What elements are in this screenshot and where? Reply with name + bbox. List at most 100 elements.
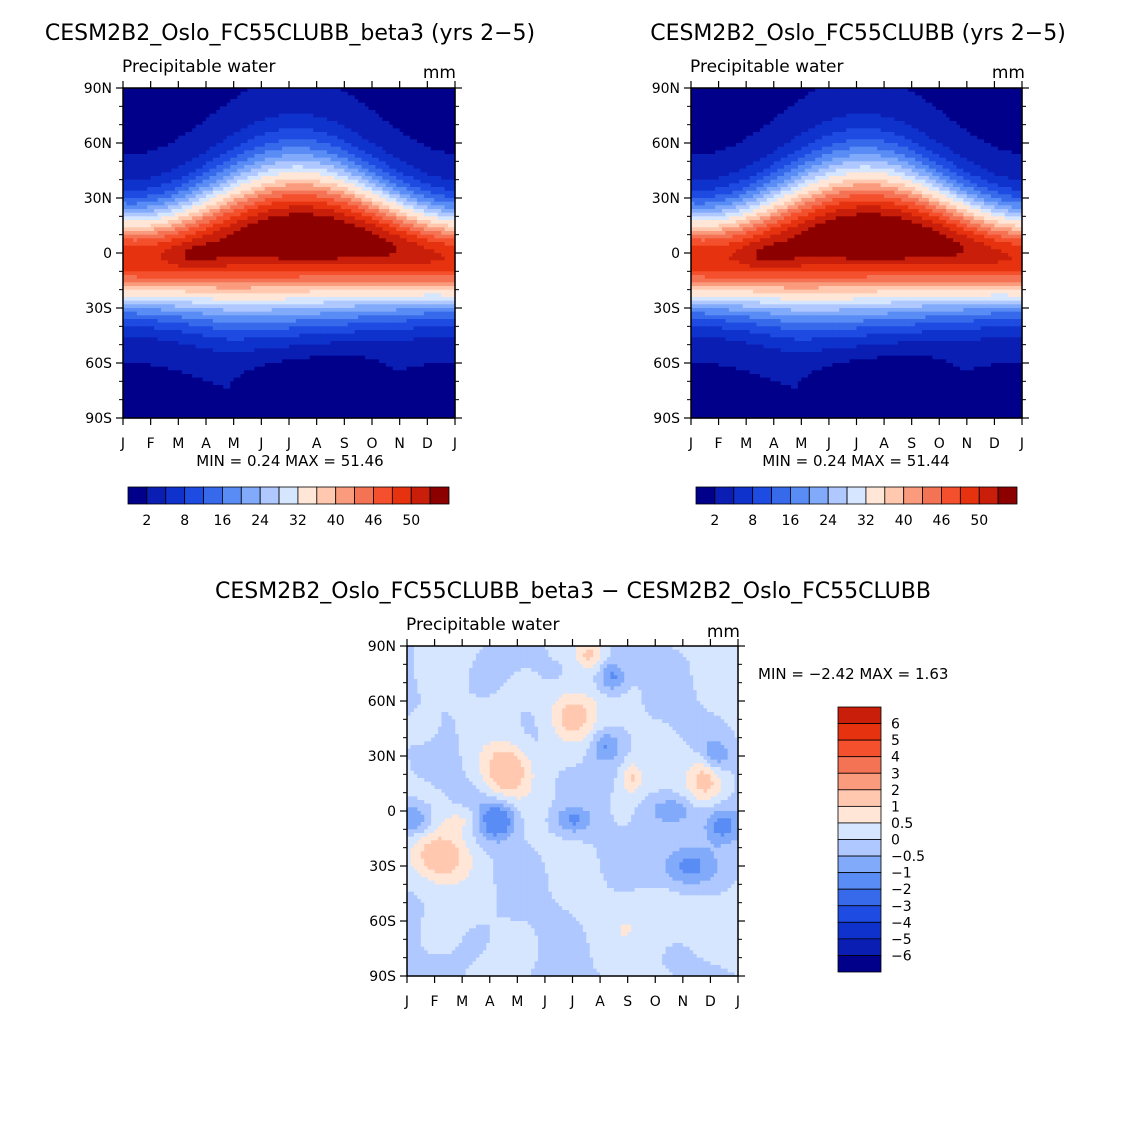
field-cell — [241, 139, 245, 143]
field-cell — [441, 106, 445, 110]
field-cell — [379, 117, 383, 121]
field-cell — [427, 106, 431, 110]
field-cell — [161, 121, 165, 125]
field-cell — [389, 136, 393, 140]
field-cell — [251, 99, 255, 103]
field-cell — [313, 106, 317, 110]
field-cell — [209, 103, 213, 107]
field-cell — [306, 103, 310, 107]
field-cell — [410, 110, 414, 114]
field-cell — [272, 132, 276, 136]
field-cell — [289, 132, 293, 136]
field-cell — [230, 114, 234, 118]
field-cell — [209, 114, 213, 118]
field-cell — [317, 103, 321, 107]
field-cell — [165, 114, 169, 118]
field-cell — [161, 114, 165, 118]
field-cell — [234, 125, 238, 129]
field-cell — [448, 99, 452, 103]
field-cell — [417, 132, 421, 136]
field-cell — [386, 121, 390, 125]
field-cell — [209, 128, 213, 132]
field-cell — [303, 139, 307, 143]
field-cell — [220, 121, 224, 125]
field-cell — [137, 132, 141, 136]
field-cell — [140, 99, 144, 103]
field-cell — [182, 128, 186, 132]
field-cell — [206, 106, 210, 110]
field-cell — [254, 110, 258, 114]
field-cell — [337, 128, 341, 132]
field-cell — [265, 103, 269, 107]
field-cell — [286, 139, 290, 143]
field-cell — [230, 139, 234, 143]
field-cell — [275, 95, 279, 99]
field-cell — [310, 117, 314, 121]
field-cell — [286, 121, 290, 125]
field-cell — [410, 139, 414, 143]
field-cell — [417, 143, 421, 147]
field-cell — [351, 121, 355, 125]
field-cell — [296, 103, 300, 107]
field-cell — [171, 143, 175, 147]
field-cell — [327, 128, 331, 132]
field-cell — [355, 114, 359, 118]
field-cell — [427, 103, 431, 107]
field-cell — [441, 128, 445, 132]
field-cell — [324, 95, 328, 99]
field-cell — [265, 99, 269, 103]
field-cell — [400, 92, 404, 96]
field-cell — [393, 99, 397, 103]
field-cell — [331, 139, 335, 143]
field-cell — [144, 143, 148, 147]
field-cell — [168, 103, 172, 107]
field-cell — [427, 114, 431, 118]
field-cell — [407, 121, 411, 125]
field-cell — [199, 110, 203, 114]
field-cell — [182, 110, 186, 114]
field-cell — [151, 92, 155, 96]
field-cell — [334, 103, 338, 107]
field-cell — [334, 95, 338, 99]
field-cell — [140, 92, 144, 96]
field-cell — [324, 110, 328, 114]
field-cell — [292, 132, 296, 136]
field-cell — [348, 106, 352, 110]
field-cell — [348, 110, 352, 114]
field-cell — [448, 136, 452, 140]
field-cell — [272, 95, 276, 99]
field-cell — [393, 128, 397, 132]
field-cell — [396, 121, 400, 125]
field-cell — [414, 125, 418, 129]
field-cell — [358, 139, 362, 143]
field-cell — [292, 143, 296, 147]
field-cell — [365, 136, 369, 140]
field-cell — [331, 136, 335, 140]
field-cell — [275, 121, 279, 125]
field-cell — [251, 114, 255, 118]
field-cell — [206, 139, 210, 143]
field-cell — [417, 136, 421, 140]
field-cell — [209, 117, 213, 121]
field-cell — [420, 139, 424, 143]
field-cell — [178, 103, 182, 107]
field-cell — [192, 103, 196, 107]
field-cell — [265, 92, 269, 96]
field-cell — [203, 139, 207, 143]
field-cell — [130, 99, 134, 103]
field-cell — [369, 117, 373, 121]
field-cell — [209, 110, 213, 114]
field-cell — [358, 114, 362, 118]
field-cell — [126, 103, 130, 107]
field-cell — [185, 117, 189, 121]
field-cell — [389, 106, 393, 110]
field-cell — [410, 132, 414, 136]
field-cell — [144, 92, 148, 96]
field-cell — [234, 114, 238, 118]
field-cell — [306, 125, 310, 129]
field-cell — [244, 128, 248, 132]
field-cell — [182, 99, 186, 103]
field-cell — [203, 132, 207, 136]
field-cell — [223, 136, 227, 140]
field-cell — [355, 128, 359, 132]
